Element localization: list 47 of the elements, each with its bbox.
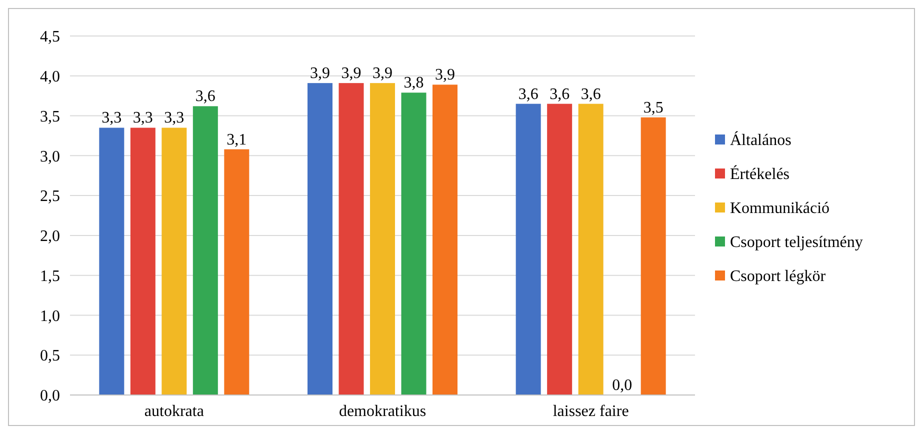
bar [640, 117, 666, 395]
x-tick-label: demokratikus [338, 403, 426, 420]
data-label: 3,3 [102, 110, 122, 127]
bar [192, 106, 218, 395]
legend-label: Értékelés [730, 165, 790, 184]
data-label: 3,3 [132, 110, 153, 127]
data-label: 3,3 [164, 110, 184, 127]
bar [338, 83, 364, 395]
y-tick-label: 2,0 [40, 228, 60, 246]
bar [99, 128, 124, 395]
bar [308, 83, 332, 395]
data-label: 3,9 [435, 66, 455, 84]
legend-label: Csoport légkör [730, 268, 826, 286]
y-tick-label: 1,5 [40, 268, 60, 285]
bar [130, 128, 156, 395]
y-tick-label: 4,0 [40, 68, 60, 86]
y-tick-label: 4,5 [40, 28, 60, 46]
x-tick-label: autokrata [144, 403, 204, 420]
bar [578, 104, 604, 395]
data-label: 3,9 [310, 65, 330, 82]
bar [370, 83, 395, 395]
data-label: 3,6 [550, 86, 570, 103]
y-tick-label: 2,5 [40, 188, 60, 206]
data-label: 3,9 [341, 65, 362, 82]
data-label: 3,9 [372, 65, 392, 82]
bar [432, 84, 458, 395]
bar [516, 104, 541, 395]
y-tick-label: 1,0 [40, 308, 60, 325]
legend-label: Általános [730, 131, 792, 150]
data-label: 3,6 [195, 88, 216, 106]
bar [401, 92, 426, 395]
data-label: 3,5 [643, 99, 664, 116]
x-tick-label: laissez faire [552, 403, 629, 420]
bar [547, 104, 572, 395]
y-tick-label: 3,5 [40, 108, 60, 126]
y-tick-label: 0,0 [40, 388, 60, 405]
bar [224, 149, 250, 395]
data-label: 3,6 [580, 86, 601, 103]
bar [162, 128, 187, 395]
data-label: 3,6 [518, 86, 538, 103]
legend-label: Csoport teljesítmény [730, 234, 863, 252]
data-label: 3,8 [404, 74, 424, 92]
y-tick-label: 0,5 [40, 348, 60, 365]
y-tick-label: 3,0 [40, 148, 60, 166]
data-label: 0,0 [612, 377, 632, 394]
data-label: 3,1 [226, 131, 247, 148]
legend-label: Kommunikáció [730, 200, 830, 218]
